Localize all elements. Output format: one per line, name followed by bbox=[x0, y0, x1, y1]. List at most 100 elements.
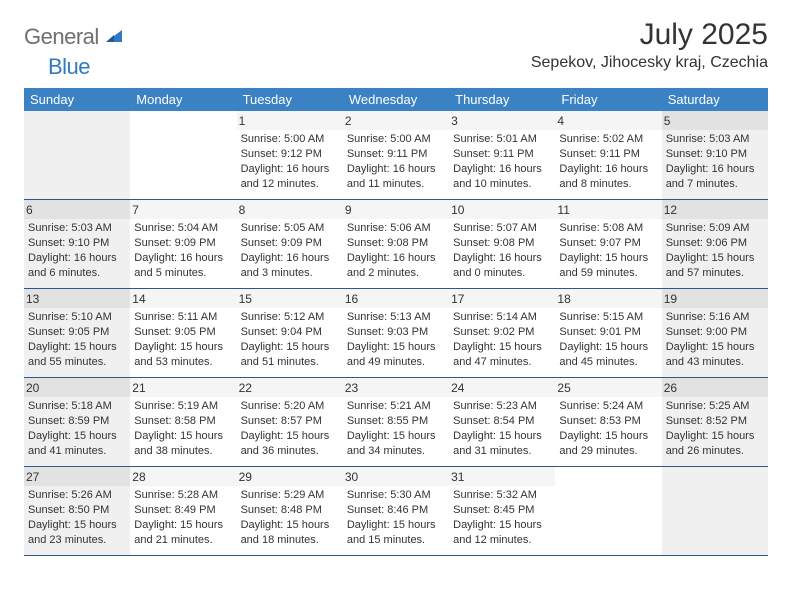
daylight-text: Daylight: 15 hours and 45 minutes. bbox=[559, 340, 657, 370]
sunrise-text: Sunrise: 5:28 AM bbox=[134, 488, 232, 503]
calendar-row: 1Sunrise: 5:00 AMSunset: 9:12 PMDaylight… bbox=[24, 111, 768, 200]
sunrise-text: Sunrise: 5:14 AM bbox=[453, 310, 551, 325]
sunrise-text: Sunrise: 5:23 AM bbox=[453, 399, 551, 414]
day-header-thu: Thursday bbox=[449, 88, 555, 111]
day-number: 30 bbox=[343, 467, 449, 486]
sunset-text: Sunset: 8:58 PM bbox=[134, 414, 232, 429]
sunset-text: Sunset: 9:04 PM bbox=[241, 325, 339, 340]
sunrise-text: Sunrise: 5:02 AM bbox=[559, 132, 657, 147]
calendar-cell: 21Sunrise: 5:19 AMSunset: 8:58 PMDayligh… bbox=[130, 378, 236, 466]
calendar-cell: 4Sunrise: 5:02 AMSunset: 9:11 PMDaylight… bbox=[555, 111, 661, 199]
calendar-cell bbox=[24, 111, 130, 199]
daylight-text: Daylight: 15 hours and 59 minutes. bbox=[559, 251, 657, 281]
sunrise-text: Sunrise: 5:30 AM bbox=[347, 488, 445, 503]
calendar-row: 13 Sunrise: 5:10 AMSunset: 9:05 PM Dayligh… bbox=[24, 289, 768, 378]
sunrise-text: Sunrise: 5:03 AM bbox=[666, 132, 764, 147]
sunrise-text: Sunrise: 5:10 AM bbox=[28, 310, 126, 325]
day-number: 13 bbox=[24, 289, 130, 308]
day-number: 16 bbox=[343, 289, 449, 308]
logo-text-blue: Blue bbox=[48, 54, 90, 80]
sunrise-text: Sunrise: 5:12 AM bbox=[241, 310, 339, 325]
sunrise-text: Sunrise: 5:01 AM bbox=[453, 132, 551, 147]
daylight-text: Daylight: 15 hours and 41 minutes. bbox=[28, 429, 126, 459]
calendar-cell: 22Sunrise: 5:20 AMSunset: 8:57 PMDayligh… bbox=[237, 378, 343, 466]
day-number: 1 bbox=[237, 111, 343, 130]
calendar-cell: 6Sunrise: 5:03 AMSunset: 9:10 PMDaylight… bbox=[24, 200, 130, 288]
sunrise-text: Sunrise: 5:00 AM bbox=[241, 132, 339, 147]
day-number: 31 bbox=[449, 467, 555, 486]
day-number: 26 bbox=[662, 378, 768, 397]
daylight-text: Daylight: 15 hours and 29 minutes. bbox=[559, 429, 657, 459]
sunset-text: Sunset: 8:57 PM bbox=[241, 414, 339, 429]
sunrise-text: Sunrise: 5:19 AM bbox=[134, 399, 232, 414]
calendar-cell: 14Sunrise: 5:11 AMSunset: 9:05 PMDayligh… bbox=[130, 289, 236, 377]
daylight-text: Daylight: 15 hours and 21 minutes. bbox=[134, 518, 232, 548]
sunset-text: Sunset: 9:02 PM bbox=[453, 325, 551, 340]
sunset-text: Sunset: 8:59 PM bbox=[28, 414, 126, 429]
sunset-text: Sunset: 9:11 PM bbox=[453, 147, 551, 162]
sunset-text: Sunset: 9:10 PM bbox=[28, 236, 126, 251]
calendar-cell: 30Sunrise: 5:30 AMSunset: 8:46 PMDayligh… bbox=[343, 467, 449, 555]
daylight-text: Daylight: 15 hours and 34 minutes. bbox=[347, 429, 445, 459]
day-number: 29 bbox=[237, 467, 343, 486]
sunset-text: Sunset: 9:05 PM bbox=[28, 325, 126, 340]
sunset-text: Sunset: 9:08 PM bbox=[453, 236, 551, 251]
day-number: 4 bbox=[555, 111, 661, 130]
sunset-text: Sunset: 8:48 PM bbox=[241, 503, 339, 518]
calendar-cell: 19Sunrise: 5:16 AMSunset: 9:00 PMDayligh… bbox=[662, 289, 768, 377]
day-number: 24 bbox=[449, 378, 555, 397]
sunrise-text: Sunrise: 5:07 AM bbox=[453, 221, 551, 236]
day-number: 5 bbox=[662, 111, 768, 130]
sunrise-text: Sunrise: 5:25 AM bbox=[666, 399, 764, 414]
calendar-header-row: Sunday Monday Tuesday Wednesday Thursday… bbox=[24, 88, 768, 111]
calendar-cell: 8Sunrise: 5:05 AMSunset: 9:09 PMDaylight… bbox=[237, 200, 343, 288]
day-number: 10 bbox=[449, 200, 555, 219]
sunset-text: Sunset: 9:07 PM bbox=[559, 236, 657, 251]
day-number: 20 bbox=[24, 378, 130, 397]
calendar-cell: 10Sunrise: 5:07 AMSunset: 9:08 PMDayligh… bbox=[449, 200, 555, 288]
daylight-text: Daylight: 15 hours and 57 minutes. bbox=[666, 251, 764, 281]
day-number: 19 bbox=[662, 289, 768, 308]
sunrise-text: Sunrise: 5:00 AM bbox=[347, 132, 445, 147]
logo-sail-icon bbox=[104, 26, 124, 49]
sunrise-text: Sunrise: 5:29 AM bbox=[241, 488, 339, 503]
sunset-text: Sunset: 8:54 PM bbox=[453, 414, 551, 429]
sunrise-text: Sunrise: 5:04 AM bbox=[134, 221, 232, 236]
day-number: 27 bbox=[24, 467, 130, 486]
day-header-sun: Sunday bbox=[24, 88, 130, 111]
day-number: 18 bbox=[555, 289, 661, 308]
sunrise-text: Sunrise: 5:11 AM bbox=[134, 310, 232, 325]
sunrise-text: Sunrise: 5:05 AM bbox=[241, 221, 339, 236]
sunset-text: Sunset: 9:01 PM bbox=[559, 325, 657, 340]
daylight-text: Daylight: 15 hours and 18 minutes. bbox=[241, 518, 339, 548]
day-header-tue: Tuesday bbox=[237, 88, 343, 111]
sunset-text: Sunset: 8:52 PM bbox=[666, 414, 764, 429]
sunset-text: Sunset: 9:11 PM bbox=[347, 147, 445, 162]
day-number: 7 bbox=[130, 200, 236, 219]
sunset-text: Sunset: 9:09 PM bbox=[241, 236, 339, 251]
daylight-text: Daylight: 16 hours and 6 minutes. bbox=[28, 251, 126, 281]
day-number: 3 bbox=[449, 111, 555, 130]
daylight-text: Daylight: 16 hours and 5 minutes. bbox=[134, 251, 232, 281]
calendar-cell: 24Sunrise: 5:23 AMSunset: 8:54 PMDayligh… bbox=[449, 378, 555, 466]
calendar-row: 6Sunrise: 5:03 AMSunset: 9:10 PMDaylight… bbox=[24, 200, 768, 289]
calendar-row: 20Sunrise: 5:18 AMSunset: 8:59 PMDayligh… bbox=[24, 378, 768, 467]
daylight-text: Daylight: 16 hours and 3 minutes. bbox=[241, 251, 339, 281]
daylight-text: Daylight: 16 hours and 2 minutes. bbox=[347, 251, 445, 281]
sunset-text: Sunset: 9:00 PM bbox=[666, 325, 764, 340]
sunrise-text: Sunrise: 5:09 AM bbox=[666, 221, 764, 236]
logo: General bbox=[24, 24, 126, 50]
sunrise-text: Sunrise: 5:13 AM bbox=[347, 310, 445, 325]
sunrise-text: Sunrise: 5:08 AM bbox=[559, 221, 657, 236]
calendar-page: General July 2025 Sepekov, Jihocesky kra… bbox=[0, 0, 792, 566]
daylight-text: Daylight: 15 hours and 38 minutes. bbox=[134, 429, 232, 459]
calendar-cell: 17Sunrise: 5:14 AMSunset: 9:02 PMDayligh… bbox=[449, 289, 555, 377]
day-number: 28 bbox=[130, 467, 236, 486]
day-number: 22 bbox=[237, 378, 343, 397]
daylight-text: Daylight: 15 hours and 23 minutes. bbox=[28, 518, 126, 548]
sunrise-text: Sunrise: 5:15 AM bbox=[559, 310, 657, 325]
calendar-cell: 29 Sunrise: 5:29 AMSunset: 8:48 PMDayligh… bbox=[237, 467, 343, 555]
sunset-text: Sunset: 9:10 PM bbox=[666, 147, 764, 162]
calendar-cell: 25Sunrise: 5:24 AMSunset: 8:53 PMDayligh… bbox=[555, 378, 661, 466]
sunrise-text: Sunrise: 5:16 AM bbox=[666, 310, 764, 325]
